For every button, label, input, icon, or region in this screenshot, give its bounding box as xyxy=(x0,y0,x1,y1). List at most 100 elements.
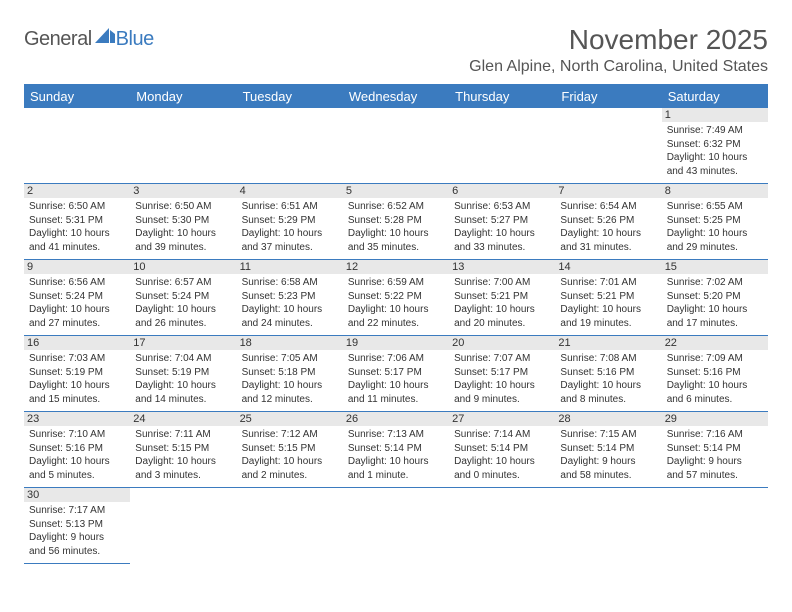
day-cell: 3Sunrise: 6:50 AMSunset: 5:30 PMDaylight… xyxy=(130,184,236,260)
daylight-text: and 19 minutes. xyxy=(560,317,656,331)
daylight-text: and 15 minutes. xyxy=(29,393,125,407)
sunset-text: Sunset: 6:32 PM xyxy=(667,138,763,152)
sunrise-text: Sunrise: 6:51 AM xyxy=(242,200,338,214)
empty-cell xyxy=(130,108,236,184)
daylight-text: and 26 minutes. xyxy=(135,317,231,331)
sunset-text: Sunset: 5:17 PM xyxy=(348,366,444,380)
daylight-text: Daylight: 9 hours xyxy=(29,531,125,545)
daylight-text: Daylight: 10 hours xyxy=(667,151,763,165)
day-cell: 5Sunrise: 6:52 AMSunset: 5:28 PMDaylight… xyxy=(343,184,449,260)
daylight-text: Daylight: 10 hours xyxy=(454,379,550,393)
sunrise-text: Sunrise: 7:14 AM xyxy=(454,428,550,442)
day-number: 25 xyxy=(237,412,343,426)
daylight-text: Daylight: 10 hours xyxy=(29,227,125,241)
day-number: 1 xyxy=(662,108,768,122)
sunrise-text: Sunrise: 7:00 AM xyxy=(454,276,550,290)
day-cell: 8Sunrise: 6:55 AMSunset: 5:25 PMDaylight… xyxy=(662,184,768,260)
empty-cell xyxy=(662,488,768,564)
sunrise-text: Sunrise: 7:08 AM xyxy=(560,352,656,366)
daylight-text: Daylight: 10 hours xyxy=(560,227,656,241)
sunrise-text: Sunrise: 7:07 AM xyxy=(454,352,550,366)
sunset-text: Sunset: 5:26 PM xyxy=(560,214,656,228)
empty-cell xyxy=(24,108,130,184)
weekday-row: Sunday Monday Tuesday Wednesday Thursday… xyxy=(24,85,768,109)
sunrise-text: Sunrise: 6:59 AM xyxy=(348,276,444,290)
daylight-text: and 39 minutes. xyxy=(135,241,231,255)
day-number: 24 xyxy=(130,412,236,426)
day-cell: 2Sunrise: 6:50 AMSunset: 5:31 PMDaylight… xyxy=(24,184,130,260)
daylight-text: Daylight: 10 hours xyxy=(135,455,231,469)
weekday-header: Wednesday xyxy=(343,85,449,109)
daylight-text: Daylight: 10 hours xyxy=(348,303,444,317)
daylight-text: Daylight: 10 hours xyxy=(454,455,550,469)
sunset-text: Sunset: 5:15 PM xyxy=(242,442,338,456)
daylight-text: and 9 minutes. xyxy=(454,393,550,407)
sunrise-text: Sunrise: 7:04 AM xyxy=(135,352,231,366)
daylight-text: Daylight: 10 hours xyxy=(29,379,125,393)
sunset-text: Sunset: 5:25 PM xyxy=(667,214,763,228)
sunset-text: Sunset: 5:30 PM xyxy=(135,214,231,228)
sunset-text: Sunset: 5:31 PM xyxy=(29,214,125,228)
daylight-text: Daylight: 10 hours xyxy=(242,227,338,241)
day-number: 13 xyxy=(449,260,555,274)
weekday-header: Saturday xyxy=(662,85,768,109)
day-number: 18 xyxy=(237,336,343,350)
daylight-text: and 22 minutes. xyxy=(348,317,444,331)
sunrise-text: Sunrise: 6:53 AM xyxy=(454,200,550,214)
daylight-text: and 56 minutes. xyxy=(29,545,125,559)
sunset-text: Sunset: 5:14 PM xyxy=(560,442,656,456)
sunset-text: Sunset: 5:14 PM xyxy=(667,442,763,456)
day-cell: 17Sunrise: 7:04 AMSunset: 5:19 PMDayligh… xyxy=(130,336,236,412)
day-cell: 4 Sunrise: 6:51 AMSunset: 5:29 PMDaylight… xyxy=(237,184,343,260)
day-cell: 9Sunrise: 6:56 AMSunset: 5:24 PMDaylight… xyxy=(24,260,130,336)
day-number: 19 xyxy=(343,336,449,350)
sunset-text: Sunset: 5:29 PM xyxy=(242,214,338,228)
sunrise-text: Sunrise: 6:52 AM xyxy=(348,200,444,214)
sunrise-text: Sunrise: 7:10 AM xyxy=(29,428,125,442)
day-number: 16 xyxy=(24,336,130,350)
daylight-text: and 17 minutes. xyxy=(667,317,763,331)
sunset-text: Sunset: 5:14 PM xyxy=(454,442,550,456)
daylight-text: and 2 minutes. xyxy=(242,469,338,483)
month-title: November 2025 xyxy=(469,24,768,56)
daylight-text: and 3 minutes. xyxy=(135,469,231,483)
weekday-header: Friday xyxy=(555,85,661,109)
sunrise-text: Sunrise: 7:16 AM xyxy=(667,428,763,442)
sunset-text: Sunset: 5:20 PM xyxy=(667,290,763,304)
day-number: 11 xyxy=(237,260,343,274)
daylight-text: and 14 minutes. xyxy=(135,393,231,407)
empty-cell xyxy=(343,488,449,564)
daylight-text: and 12 minutes. xyxy=(242,393,338,407)
daylight-text: and 41 minutes. xyxy=(29,241,125,255)
weekday-header: Monday xyxy=(130,85,236,109)
weekday-header: Sunday xyxy=(24,85,130,109)
empty-cell xyxy=(237,488,343,564)
day-cell: 24Sunrise: 7:11 AMSunset: 5:15 PMDayligh… xyxy=(130,412,236,488)
daylight-text: and 35 minutes. xyxy=(348,241,444,255)
sunset-text: Sunset: 5:15 PM xyxy=(135,442,231,456)
sunset-text: Sunset: 5:16 PM xyxy=(667,366,763,380)
weekday-header: Thursday xyxy=(449,85,555,109)
sunrise-text: Sunrise: 6:54 AM xyxy=(560,200,656,214)
day-number: 15 xyxy=(662,260,768,274)
daylight-text: Daylight: 10 hours xyxy=(348,227,444,241)
day-cell: 23Sunrise: 7:10 AMSunset: 5:16 PMDayligh… xyxy=(24,412,130,488)
empty-cell xyxy=(449,108,555,184)
empty-cell xyxy=(130,488,236,564)
daylight-text: and 11 minutes. xyxy=(348,393,444,407)
sunset-text: Sunset: 5:16 PM xyxy=(29,442,125,456)
sunset-text: Sunset: 5:17 PM xyxy=(454,366,550,380)
daylight-text: and 57 minutes. xyxy=(667,469,763,483)
day-number: 20 xyxy=(449,336,555,350)
sunrise-text: Sunrise: 6:56 AM xyxy=(29,276,125,290)
sunset-text: Sunset: 5:21 PM xyxy=(454,290,550,304)
day-number: 14 xyxy=(555,260,661,274)
sunrise-text: Sunrise: 7:17 AM xyxy=(29,504,125,518)
daylight-text: and 27 minutes. xyxy=(29,317,125,331)
daylight-text: and 24 minutes. xyxy=(242,317,338,331)
day-cell: 13Sunrise: 7:00 AMSunset: 5:21 PMDayligh… xyxy=(449,260,555,336)
sunset-text: Sunset: 5:27 PM xyxy=(454,214,550,228)
daylight-text: Daylight: 10 hours xyxy=(135,379,231,393)
day-number: 4 xyxy=(237,184,343,198)
sunrise-text: Sunrise: 6:50 AM xyxy=(135,200,231,214)
